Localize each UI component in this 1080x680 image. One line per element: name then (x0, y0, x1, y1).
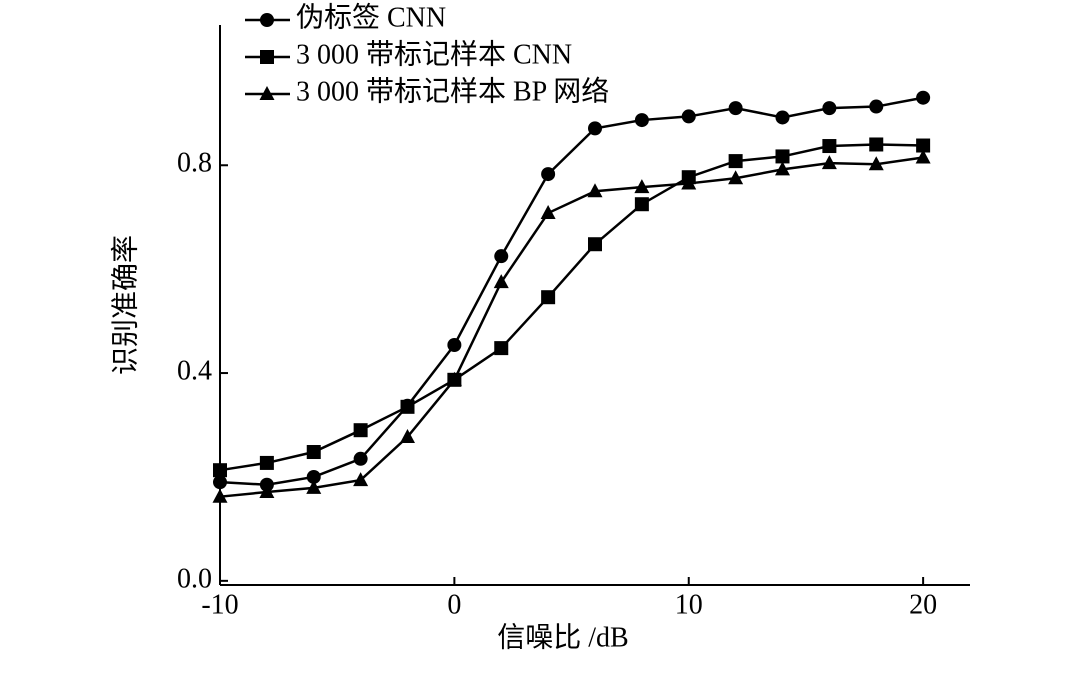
point (916, 138, 931, 153)
point (634, 179, 650, 194)
point (540, 205, 556, 220)
legend-marker (260, 50, 274, 64)
point (541, 290, 556, 305)
series-line (219, 156, 924, 498)
point (681, 109, 696, 124)
x-tick-label: -10 (201, 589, 238, 620)
point (821, 155, 837, 170)
y-tick-label: 0.0 (177, 563, 212, 594)
point (775, 149, 790, 164)
legend-marker (259, 86, 275, 100)
x-axis-label: 信噪比 /dB (497, 621, 628, 653)
point (775, 161, 790, 176)
point (353, 451, 368, 466)
point (541, 167, 556, 182)
point (916, 90, 931, 105)
legend-label: 3 000 带标记样本 BP 网络 (296, 75, 609, 107)
x-tick-label: 0 (447, 589, 461, 620)
point (259, 455, 274, 470)
point (822, 139, 837, 154)
y-axis-label: 识别准确率 (109, 235, 141, 375)
point (869, 99, 884, 114)
point (353, 423, 368, 438)
legend-label: 3 000 带标记样本 CNN (296, 38, 572, 70)
point (587, 183, 603, 198)
point (728, 101, 743, 116)
point (494, 249, 509, 264)
x-tick-label: 10 (675, 589, 703, 620)
point (259, 484, 275, 499)
point (212, 488, 228, 503)
point (588, 237, 602, 252)
legend-marker (260, 13, 274, 27)
point (868, 156, 884, 171)
legend-label: 伪标签 CNN (296, 1, 446, 33)
point (822, 101, 837, 116)
point (306, 469, 321, 484)
point (447, 338, 462, 352)
point (400, 428, 415, 443)
y-tick-label: 0.8 (177, 148, 212, 179)
y-tick-label: 0.4 (177, 355, 212, 386)
point (869, 137, 884, 152)
point (213, 463, 227, 478)
series-line (219, 143, 924, 472)
x-tick-label: 20 (909, 589, 937, 620)
point (634, 197, 649, 212)
point (728, 154, 743, 169)
point (400, 399, 415, 414)
point (306, 479, 322, 494)
point (353, 472, 369, 487)
point (775, 110, 790, 125)
point (446, 371, 462, 386)
point (915, 149, 931, 164)
point (588, 121, 602, 136)
point (634, 113, 649, 128)
series-line (219, 96, 924, 486)
point (213, 475, 227, 490)
point (681, 175, 697, 190)
point (493, 274, 509, 289)
point (728, 170, 744, 185)
point (494, 341, 509, 356)
point (306, 445, 321, 460)
